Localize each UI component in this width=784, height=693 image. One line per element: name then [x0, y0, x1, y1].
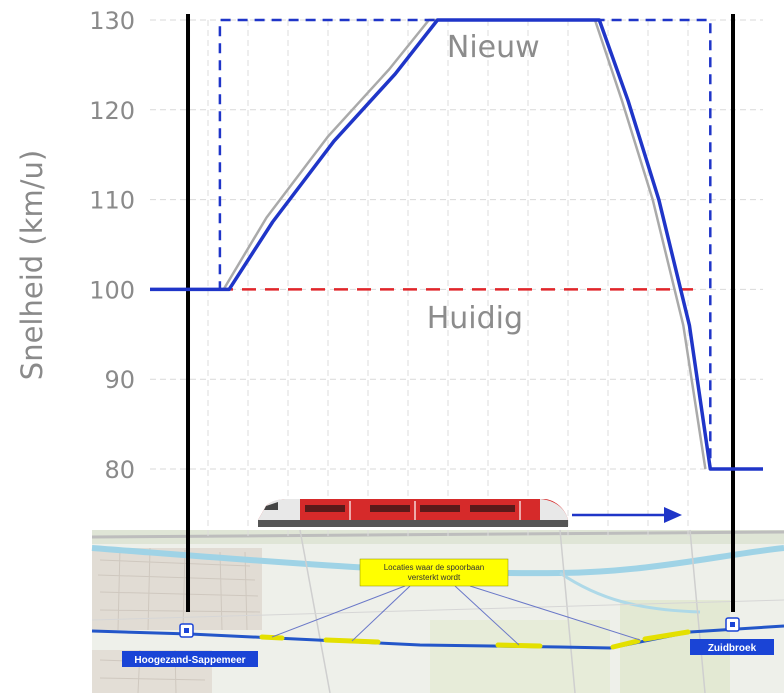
station-left-badge [122, 651, 258, 667]
annotations: Nieuw Huidig [427, 30, 540, 336]
y-tick-label: 100 [89, 276, 135, 304]
station-left: Hoogezand-Sappemeer [122, 623, 258, 667]
reinforcement-marker [610, 638, 641, 650]
series-line-new-profile [150, 18, 763, 471]
train-cab-window [264, 502, 278, 510]
y-tick-label: 80 [104, 456, 135, 484]
train-body [258, 499, 568, 520]
map-canal [559, 571, 701, 614]
y-tick-labels: 80 90 100 110 120 130 [89, 7, 135, 484]
map-road [299, 529, 331, 693]
train-nose-right [540, 499, 568, 520]
grid [150, 19, 763, 540]
y-tick-label: 130 [89, 7, 135, 35]
annotation-huidig: Huidig [427, 301, 523, 336]
train-windows [305, 505, 515, 512]
y-axis-label: Snelheid (km/u) [15, 150, 49, 380]
reinforcement-marker [495, 642, 543, 649]
station-right-label: Zuidbroek [708, 643, 757, 654]
train [258, 499, 682, 527]
map-road [559, 529, 576, 693]
station-left-label: Hoogezand-Sappemeer [134, 655, 245, 666]
callout-leader-lines [271, 585, 641, 646]
train-doors [349, 501, 521, 520]
y-tick-label: 110 [89, 187, 135, 215]
reinforcement-marker [642, 629, 691, 642]
callout-label: Locaties waar de spoorbaan versterkt word… [384, 563, 485, 582]
map-canal [91, 545, 784, 577]
route-map: Locaties waar de spoorbaan versterkt word… [91, 529, 784, 693]
series-line-current-profile [222, 18, 707, 470]
y-tick-label: 90 [104, 366, 135, 394]
speed-chart: 80 90 100 110 120 130 Nieuw Huidig Snelheid (k… [15, 7, 763, 612]
callout-line: versterkt wordt [408, 573, 461, 582]
map-streets [97, 547, 261, 693]
series-layer [150, 18, 763, 471]
train-nose-left [258, 499, 300, 520]
train-undercarriage [258, 520, 568, 527]
station-icon-core [730, 622, 735, 627]
station-icon-core [184, 628, 189, 633]
y-tick-label: 120 [89, 97, 135, 125]
direction-arrow-head [664, 507, 682, 523]
map-road [91, 530, 784, 539]
map-road [91, 599, 784, 621]
station-right: Zuidbroek [690, 617, 774, 655]
callout-box [359, 558, 509, 587]
station-right-badge [690, 639, 774, 655]
callout-line: Locaties waar de spoorbaan [384, 563, 485, 572]
reinforcement-marker [259, 634, 285, 641]
annotation-nieuw: Nieuw [447, 30, 540, 65]
map-road [689, 529, 706, 693]
map-field [430, 620, 610, 693]
section-boundaries [186, 14, 735, 612]
